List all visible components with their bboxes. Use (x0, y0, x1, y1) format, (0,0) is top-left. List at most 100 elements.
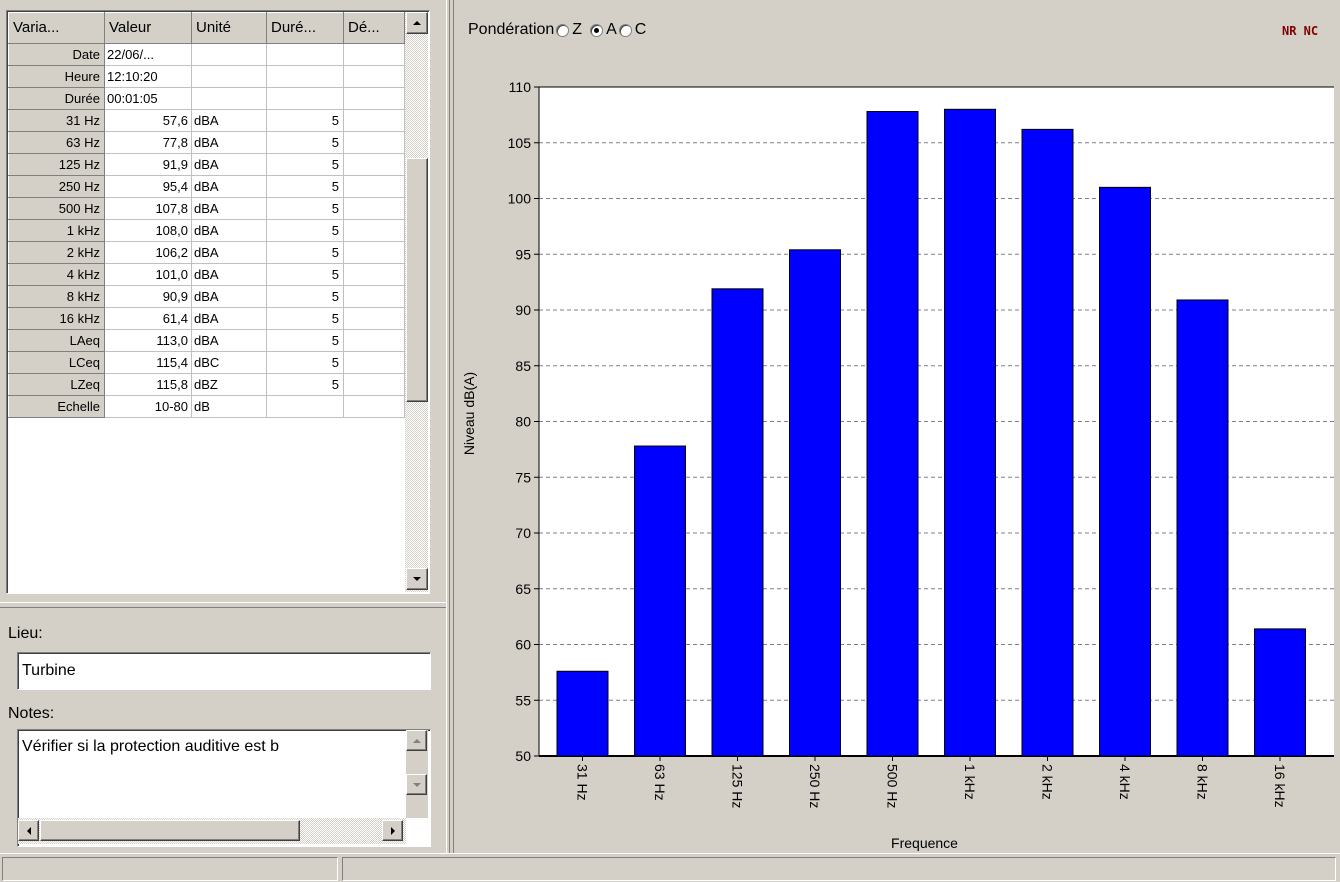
row-variable-cell[interactable]: 16 kHz (8, 307, 105, 330)
row-duration-cell[interactable]: 5 (266, 197, 344, 220)
row-duration-cell[interactable]: 5 (266, 109, 344, 132)
row-de-cell[interactable] (343, 131, 405, 154)
column-header-valeur[interactable]: Valeur (104, 12, 192, 44)
row-duration-cell[interactable] (266, 87, 344, 110)
table-row[interactable]: LCeq 115,4 dBC 5 (8, 351, 405, 374)
horizontal-splitter[interactable] (0, 602, 446, 608)
lieu-input[interactable]: Turbine (17, 652, 431, 690)
row-value-cell[interactable]: 108,0 (104, 219, 192, 242)
table-row[interactable]: 250 Hz 95,4 dBA 5 (8, 175, 405, 198)
row-unit-cell[interactable] (191, 43, 267, 66)
row-variable-cell[interactable]: 2 kHz (8, 241, 105, 264)
row-variable-cell[interactable]: 4 kHz (8, 263, 105, 286)
notes-vertical-scrollbar[interactable] (406, 730, 428, 818)
row-variable-cell[interactable]: 250 Hz (8, 175, 105, 198)
row-de-cell[interactable] (343, 263, 405, 286)
table-row[interactable]: 500 Hz 107,8 dBA 5 (8, 197, 405, 220)
table-vertical-scrollbar[interactable] (405, 12, 428, 592)
table-row[interactable]: Echelle 10-80 dB (8, 395, 405, 418)
scroll-up-button[interactable] (406, 12, 428, 34)
row-value-cell[interactable]: 91,9 (104, 153, 192, 176)
notes-scroll-left-button[interactable] (18, 820, 39, 841)
row-variable-cell[interactable]: Durée (8, 87, 105, 110)
row-value-cell[interactable]: 10-80 (104, 395, 192, 418)
vertical-splitter[interactable] (446, 0, 454, 853)
row-unit-cell[interactable]: dBA (191, 285, 267, 308)
row-unit-cell[interactable]: dBA (191, 263, 267, 286)
row-variable-cell[interactable]: 31 Hz (8, 109, 105, 132)
row-variable-cell[interactable]: 8 kHz (8, 285, 105, 308)
row-de-cell[interactable] (343, 351, 405, 374)
measurement-table[interactable]: Varia... Valeur Unité Duré... Dé... Date… (8, 12, 405, 418)
notes-horizontal-scrollbar[interactable] (18, 818, 406, 844)
row-de-cell[interactable] (343, 395, 405, 418)
row-value-cell[interactable]: 107,8 (104, 197, 192, 220)
row-value-cell[interactable]: 77,8 (104, 131, 192, 154)
notes-textarea[interactable]: Vérifier si la protection auditive est b (17, 729, 431, 847)
row-duration-cell[interactable]: 5 (266, 285, 344, 308)
row-value-cell[interactable]: 115,4 (104, 351, 192, 374)
table-row[interactable]: 4 kHz 101,0 dBA 5 (8, 263, 405, 286)
row-unit-cell[interactable]: dBA (191, 219, 267, 242)
row-value-cell[interactable]: 90,9 (104, 285, 192, 308)
row-duration-cell[interactable]: 5 (266, 131, 344, 154)
row-variable-cell[interactable]: LZeq (8, 373, 105, 396)
table-row[interactable]: Heure 12:10:20 (8, 65, 405, 88)
notes-scroll-right-button[interactable] (382, 820, 403, 841)
column-header-unite[interactable]: Unité (191, 12, 267, 44)
row-variable-cell[interactable]: LAeq (8, 329, 105, 352)
row-unit-cell[interactable]: dBA (191, 197, 267, 220)
row-de-cell[interactable] (343, 43, 405, 66)
row-unit-cell[interactable]: dBA (191, 175, 267, 198)
row-value-cell[interactable]: 61,4 (104, 307, 192, 330)
row-variable-cell[interactable]: 63 Hz (8, 131, 105, 154)
row-de-cell[interactable] (343, 329, 405, 352)
weighting-radio-z[interactable] (556, 23, 570, 37)
row-unit-cell[interactable]: dBA (191, 131, 267, 154)
row-unit-cell[interactable]: dBA (191, 241, 267, 264)
row-duration-cell[interactable]: 5 (266, 329, 344, 352)
notes-scroll-down-button[interactable] (406, 774, 427, 795)
row-de-cell[interactable] (343, 285, 405, 308)
row-variable-cell[interactable]: Heure (8, 65, 105, 88)
row-variable-cell[interactable]: Echelle (8, 395, 105, 418)
column-header-variable[interactable]: Varia... (8, 12, 105, 44)
row-de-cell[interactable] (343, 307, 405, 330)
table-row[interactable]: Date 22/06/... (8, 43, 405, 66)
table-row[interactable]: 63 Hz 77,8 dBA 5 (8, 131, 405, 154)
row-duration-cell[interactable] (266, 395, 344, 418)
row-duration-cell[interactable]: 5 (266, 175, 344, 198)
table-row[interactable]: LAeq 113,0 dBA 5 (8, 329, 405, 352)
column-header-duree[interactable]: Duré... (266, 12, 344, 44)
row-unit-cell[interactable] (191, 87, 267, 110)
row-duration-cell[interactable] (266, 65, 344, 88)
row-value-cell[interactable]: 95,4 (104, 175, 192, 198)
row-de-cell[interactable] (343, 373, 405, 396)
row-variable-cell[interactable]: Date (8, 43, 105, 66)
weighting-option-z-label[interactable]: Z (572, 21, 583, 38)
table-row[interactable]: 1 kHz 108,0 dBA 5 (8, 219, 405, 242)
row-unit-cell[interactable]: dBA (191, 329, 267, 352)
row-variable-cell[interactable]: 1 kHz (8, 219, 105, 242)
row-duration-cell[interactable]: 5 (266, 153, 344, 176)
row-de-cell[interactable] (343, 241, 405, 264)
row-de-cell[interactable] (343, 109, 405, 132)
row-de-cell[interactable] (343, 175, 405, 198)
row-value-cell[interactable]: 101,0 (104, 263, 192, 286)
row-unit-cell[interactable]: dBA (191, 109, 267, 132)
row-value-cell[interactable]: 12:10:20 (104, 65, 192, 88)
weighting-radio-a[interactable] (590, 23, 604, 37)
notes-scroll-up-button[interactable] (406, 730, 427, 751)
row-value-cell[interactable]: 57,6 (104, 109, 192, 132)
row-unit-cell[interactable]: dBA (191, 153, 267, 176)
row-de-cell[interactable] (343, 219, 405, 242)
column-header-de[interactable]: Dé... (343, 12, 405, 44)
row-duration-cell[interactable]: 5 (266, 373, 344, 396)
table-row[interactable]: LZeq 115,8 dBZ 5 (8, 373, 405, 396)
row-de-cell[interactable] (343, 87, 405, 110)
table-row[interactable]: Durée 00:01:05 (8, 87, 405, 110)
row-unit-cell[interactable]: dB (191, 395, 267, 418)
measurement-grid[interactable]: Varia... Valeur Unité Duré... Dé... Date… (6, 10, 430, 594)
weighting-radio-c[interactable] (618, 23, 632, 37)
nr-nc-label[interactable]: NR NC (1282, 24, 1319, 38)
